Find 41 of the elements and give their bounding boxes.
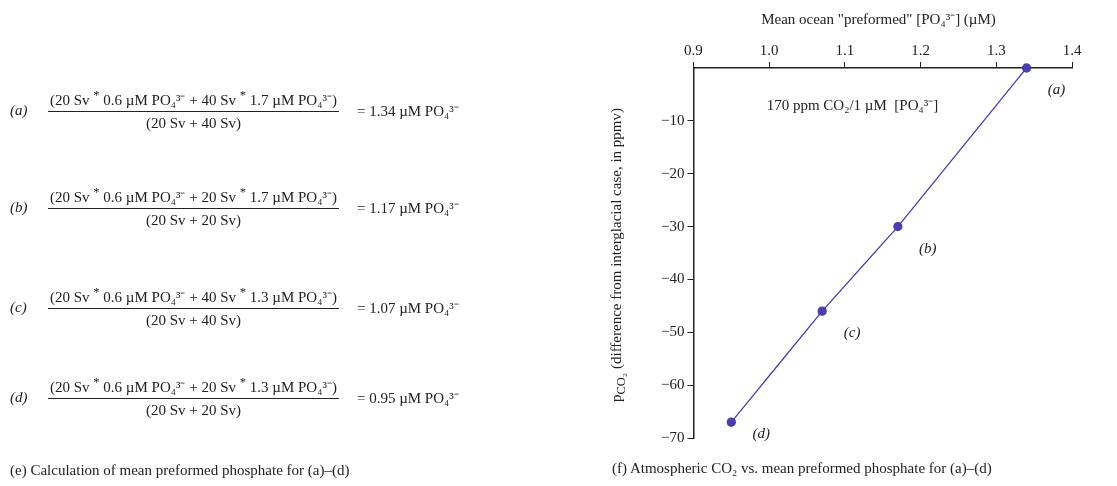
y-tick-label: −70 [660,428,685,445]
y-tick-label: −60 [660,376,685,393]
text: (c) [10,298,28,316]
point [817,306,827,316]
text: (20 Sv + 40 Sv) [144,114,243,132]
y-tick-label: −30 [660,217,685,234]
x-tick-label: 1.2 [911,41,930,58]
annotation: (b) [919,239,937,257]
text: (20 Sv $^{*}$ 0.6 µM PO₄³⁻ + 20 Sv $^{*}$ 1.7 µM PO₄³⁻) [48,185,339,209]
text: (20 Sv + 40 Sv) [144,311,243,329]
y-tick-label: −50 [660,323,685,340]
annotation: (d) [752,424,771,442]
text: (20 Sv $^{*}$ 0.6 µM PO₄³⁻ + 40 Sv $^{*}$ 1.3 µM PO₄³⁻) [48,285,339,309]
x-tick-label: 1.3 [986,41,1006,58]
text: (20 Sv $^{*}$ 0.6 µM PO₄³⁻ + 20 Sv $^{*}$ 1.3 µM PO₄³⁻) [48,375,339,399]
y-tick-label: −20 [660,164,685,181]
text: (d) [10,388,29,406]
text: (f) Atmospheric CO₂ vs. mean preformed phosphate for (a)–(d) [612,460,992,477]
text: (20 Sv + 20 Sv) [144,211,243,229]
point [726,417,736,427]
text: = 0.95 µM PO₄³⁻ [356,389,459,407]
y-tick-label: −40 [660,270,685,287]
annotation: (a) [1047,80,1066,98]
x-tick-label: 0.9 [684,41,703,58]
text: (20 Sv + 20 Sv) [144,401,243,419]
y-tick-label: −10 [660,111,685,128]
text: = 1.34 µM PO₄³⁻ [356,102,459,120]
x-tick-label: 1.4 [1062,41,1082,58]
x-tick-label: 1.1 [835,41,855,58]
annotation: 170 ppm CO₂/1 µM [PO₄³⁻] [766,96,939,113]
x-tick-label: 1.0 [759,41,779,58]
point [1021,63,1032,73]
text: (a) [10,101,29,119]
text: (b) [10,198,29,216]
point [893,221,903,232]
text: = 1.07 µM PO₄³⁻ [356,299,459,317]
text: (20 Sv $^{*}$ 0.6 µM PO₄³⁻ + 40 Sv $^{*}$ 1.7 µM PO₄³⁻) [48,88,339,112]
x-axis-title: Mean ocean "preformed" [PO₄³⁻] (µM) [760,10,997,28]
text: = 1.17 µM PO₄³⁻ [356,199,459,217]
text: (e) Calculation of mean preformed phosphate for (a)–(d) [10,462,350,479]
annotation: (c) [843,324,861,342]
